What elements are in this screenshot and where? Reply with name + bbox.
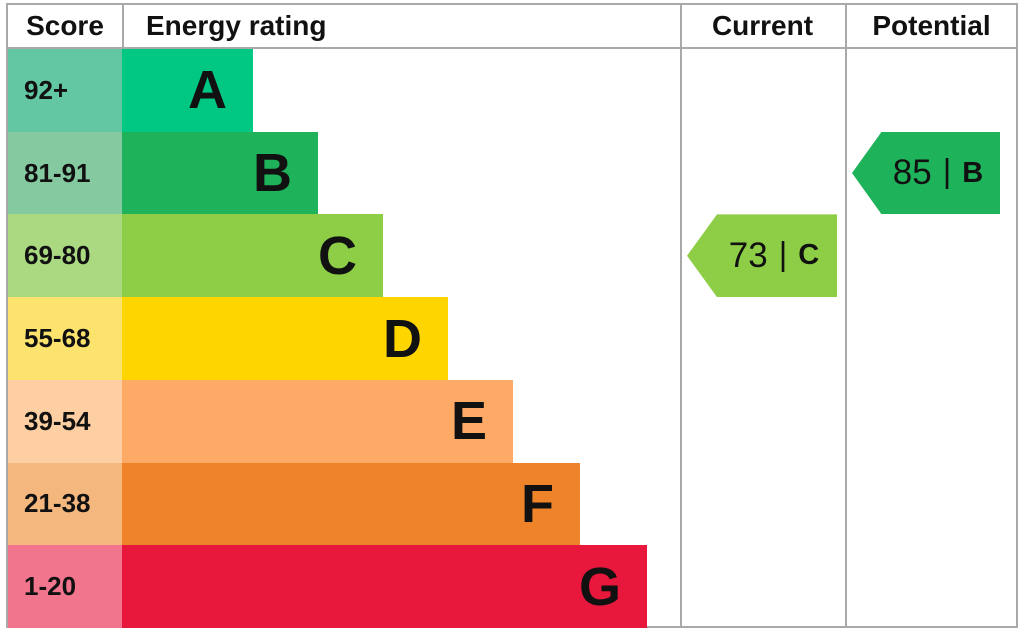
- header-energy-rating: Energy rating: [146, 10, 327, 41]
- score-rating-divider: [122, 5, 124, 47]
- potential-column-border: [845, 5, 847, 626]
- potential-value: 85: [892, 153, 932, 193]
- header-current: Current: [711, 10, 814, 41]
- current-band: C: [798, 239, 820, 272]
- potential-rating-arrow: 85 | B: [852, 131, 1000, 215]
- current-separator: |: [778, 234, 788, 272]
- band-bar-b: B: [122, 131, 318, 215]
- current-rating-arrow: 73 | C: [687, 214, 837, 298]
- band-bar-e: E: [122, 379, 513, 463]
- score-range-cell: 92+: [8, 49, 122, 132]
- band-bar-c: C: [122, 214, 383, 298]
- score-range-cell: 21-38: [8, 462, 122, 546]
- chart-header: Score Energy rating Current Potential: [8, 5, 1016, 49]
- header-score: Score: [26, 10, 104, 41]
- score-range-cell: 1-20: [8, 545, 122, 629]
- rating-row: 81-91 B: [8, 131, 680, 215]
- chart-frame: Score Energy rating Current Potential 92…: [6, 3, 1018, 629]
- potential-band: B: [962, 156, 984, 189]
- score-range-cell: 69-80: [8, 214, 122, 298]
- rating-row: 39-54 E: [8, 379, 680, 463]
- current-column-border: [680, 5, 682, 626]
- current-value: 73: [728, 235, 768, 275]
- band-bar-g: G: [122, 545, 647, 629]
- rating-rows: 92+ A 81-91 B 69-80 C 55-68 D 39-54 E 21…: [8, 49, 680, 629]
- rating-row: 69-80 C: [8, 214, 680, 298]
- band-bar-d: D: [122, 297, 448, 380]
- rating-row: 1-20 G: [8, 545, 680, 629]
- score-range-cell: 81-91: [8, 131, 122, 215]
- band-bar-f: F: [122, 462, 580, 546]
- score-range-cell: 55-68: [8, 297, 122, 380]
- band-bar-a: A: [122, 49, 253, 132]
- potential-separator: |: [942, 152, 952, 190]
- rating-row: 55-68 D: [8, 297, 680, 380]
- header-potential: Potential: [872, 10, 991, 41]
- rating-row: 92+ A: [8, 49, 680, 132]
- score-range-cell: 39-54: [8, 379, 122, 463]
- rating-row: 21-38 F: [8, 462, 680, 546]
